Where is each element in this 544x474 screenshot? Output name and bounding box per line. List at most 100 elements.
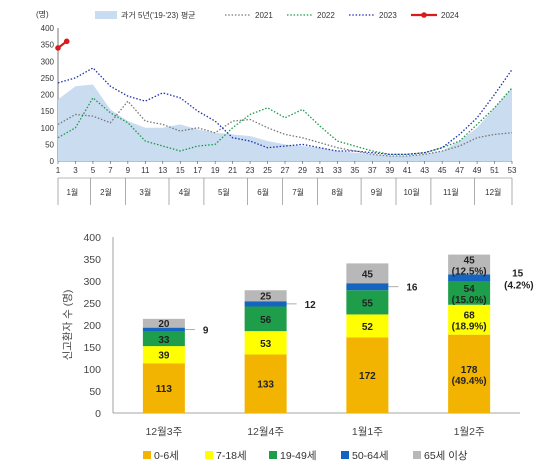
- legend-swatch-7-18세: [205, 451, 213, 459]
- y-tick-label: 150: [41, 107, 55, 116]
- x-tick-label: 1월2주: [454, 426, 485, 438]
- x-tick-label: 49: [473, 166, 482, 175]
- bar-segment-65세 이상: [448, 254, 491, 275]
- y-tick-label: 300: [41, 57, 55, 66]
- x-tick-label: 41: [403, 166, 412, 175]
- bar-segment-50-64세: [142, 327, 185, 332]
- series-point-2024: [63, 38, 70, 45]
- x-tick-label: 21: [228, 166, 237, 175]
- bar-segment-0-6세: [346, 337, 389, 413]
- data-label: 39: [158, 351, 170, 362]
- legend-label: 0-6세: [154, 450, 179, 462]
- bar-segment-7-18세: [142, 346, 185, 364]
- bar-segment-19-49세: [244, 306, 287, 332]
- legend-label: 7-18세: [216, 450, 247, 462]
- x-tick-label: 1월1주: [352, 426, 383, 438]
- series-line-2021: [57, 100, 513, 157]
- y-tick-label: 250: [41, 74, 55, 83]
- x-tick-label: 51: [490, 166, 499, 175]
- y-tick-label: 400: [83, 232, 101, 244]
- data-label: 56: [260, 315, 272, 326]
- legend-label: 50-64세: [352, 450, 389, 462]
- bar-segment-7-18세: [346, 314, 389, 338]
- legend-label: 2021: [255, 11, 273, 20]
- bar-segment-0-6세: [142, 363, 185, 413]
- x-tick-label: 35: [350, 166, 359, 175]
- x-tick-label: 29: [298, 166, 307, 175]
- x-tick-label: 31: [315, 166, 324, 175]
- y-axis-label: 신고환자 수 (명): [62, 290, 74, 361]
- data-label: 52: [362, 322, 374, 333]
- bar-segment-19-49세: [448, 281, 491, 305]
- x-tick-label: 13: [158, 166, 167, 175]
- data-label: 55: [362, 298, 374, 309]
- data-label: 20: [158, 319, 170, 330]
- month-label: 2월: [100, 187, 112, 197]
- x-tick-label: 23: [246, 166, 255, 175]
- y-tick-label: 200: [83, 320, 101, 332]
- bar-segment-50-64세: [448, 274, 491, 281]
- y-tick-label: 150: [83, 342, 101, 354]
- data-label: (12.5%): [452, 267, 487, 278]
- data-label: 133: [257, 380, 274, 391]
- x-tick-label: 12월4주: [247, 426, 284, 438]
- legend-label: 2023: [379, 11, 397, 20]
- legend-swatch-19-49세: [269, 451, 277, 459]
- y-tick-label: 350: [83, 254, 101, 266]
- x-tick-label: 43: [420, 166, 429, 175]
- series-line-2022: [57, 87, 513, 155]
- legend-label: 65세 이상: [424, 450, 468, 462]
- bar-segment-65세 이상: [346, 263, 389, 284]
- y-tick-label: 100: [41, 124, 55, 133]
- series-point-2024: [55, 45, 61, 51]
- data-label: (18.9%): [452, 322, 487, 333]
- x-tick-label: 17: [193, 166, 202, 175]
- legend-swatch-65세 이상: [413, 451, 421, 459]
- y-tick-label: 50: [89, 386, 101, 398]
- series-area-0: [58, 84, 512, 161]
- x-tick-label: 7: [108, 166, 113, 175]
- series-line-2023: [57, 67, 513, 155]
- data-label: 33: [158, 335, 170, 346]
- x-tick-label: 53: [508, 166, 517, 175]
- data-label: 45: [362, 269, 374, 280]
- legend-label: 과거 5년('19-'23) 평균: [121, 10, 196, 20]
- x-tick-label: 1: [56, 166, 61, 175]
- bar-segment-65세 이상: [142, 318, 185, 328]
- month-label: 4월: [179, 187, 191, 197]
- x-tick-label: 19: [211, 166, 220, 175]
- bar-segment-0-6세: [448, 334, 491, 413]
- x-tick-label: 15: [176, 166, 185, 175]
- data-label: 54: [464, 284, 476, 295]
- y-tick-label: 200: [41, 91, 55, 100]
- data-label: 172: [359, 371, 376, 382]
- legend-swatch-50-64세: [341, 451, 349, 459]
- data-label: 45: [464, 256, 476, 267]
- data-label: 178: [461, 365, 478, 376]
- x-tick-label: 12월3주: [145, 426, 182, 438]
- legend-swatch-0-6세: [143, 451, 151, 459]
- month-label: 3월: [139, 187, 151, 197]
- y-tick-label: 100: [83, 364, 101, 376]
- legend-label: 19-49세: [280, 450, 317, 462]
- month-label: 9월: [371, 187, 383, 197]
- month-label: 6월: [257, 187, 269, 197]
- month-label: 5월: [218, 187, 230, 197]
- bar-segment-7-18세: [448, 304, 491, 335]
- bar-segment-50-64세: [244, 301, 287, 307]
- data-label: 25: [260, 292, 272, 303]
- data-label: 12: [305, 300, 317, 311]
- month-label: 8월: [331, 187, 343, 197]
- y-tick-label: 350: [41, 41, 55, 50]
- bar-segment-7-18세: [244, 331, 287, 355]
- x-tick-label: 37: [368, 166, 377, 175]
- month-label: 12월: [485, 187, 501, 197]
- month-label: 11월: [443, 187, 459, 197]
- y-tick-label: 400: [41, 24, 55, 33]
- month-label: 7월: [292, 187, 304, 197]
- x-tick-label: 47: [455, 166, 464, 175]
- data-label: 53: [260, 339, 272, 350]
- x-tick-label: 9: [126, 166, 131, 175]
- y-tick-label: 0: [50, 157, 55, 166]
